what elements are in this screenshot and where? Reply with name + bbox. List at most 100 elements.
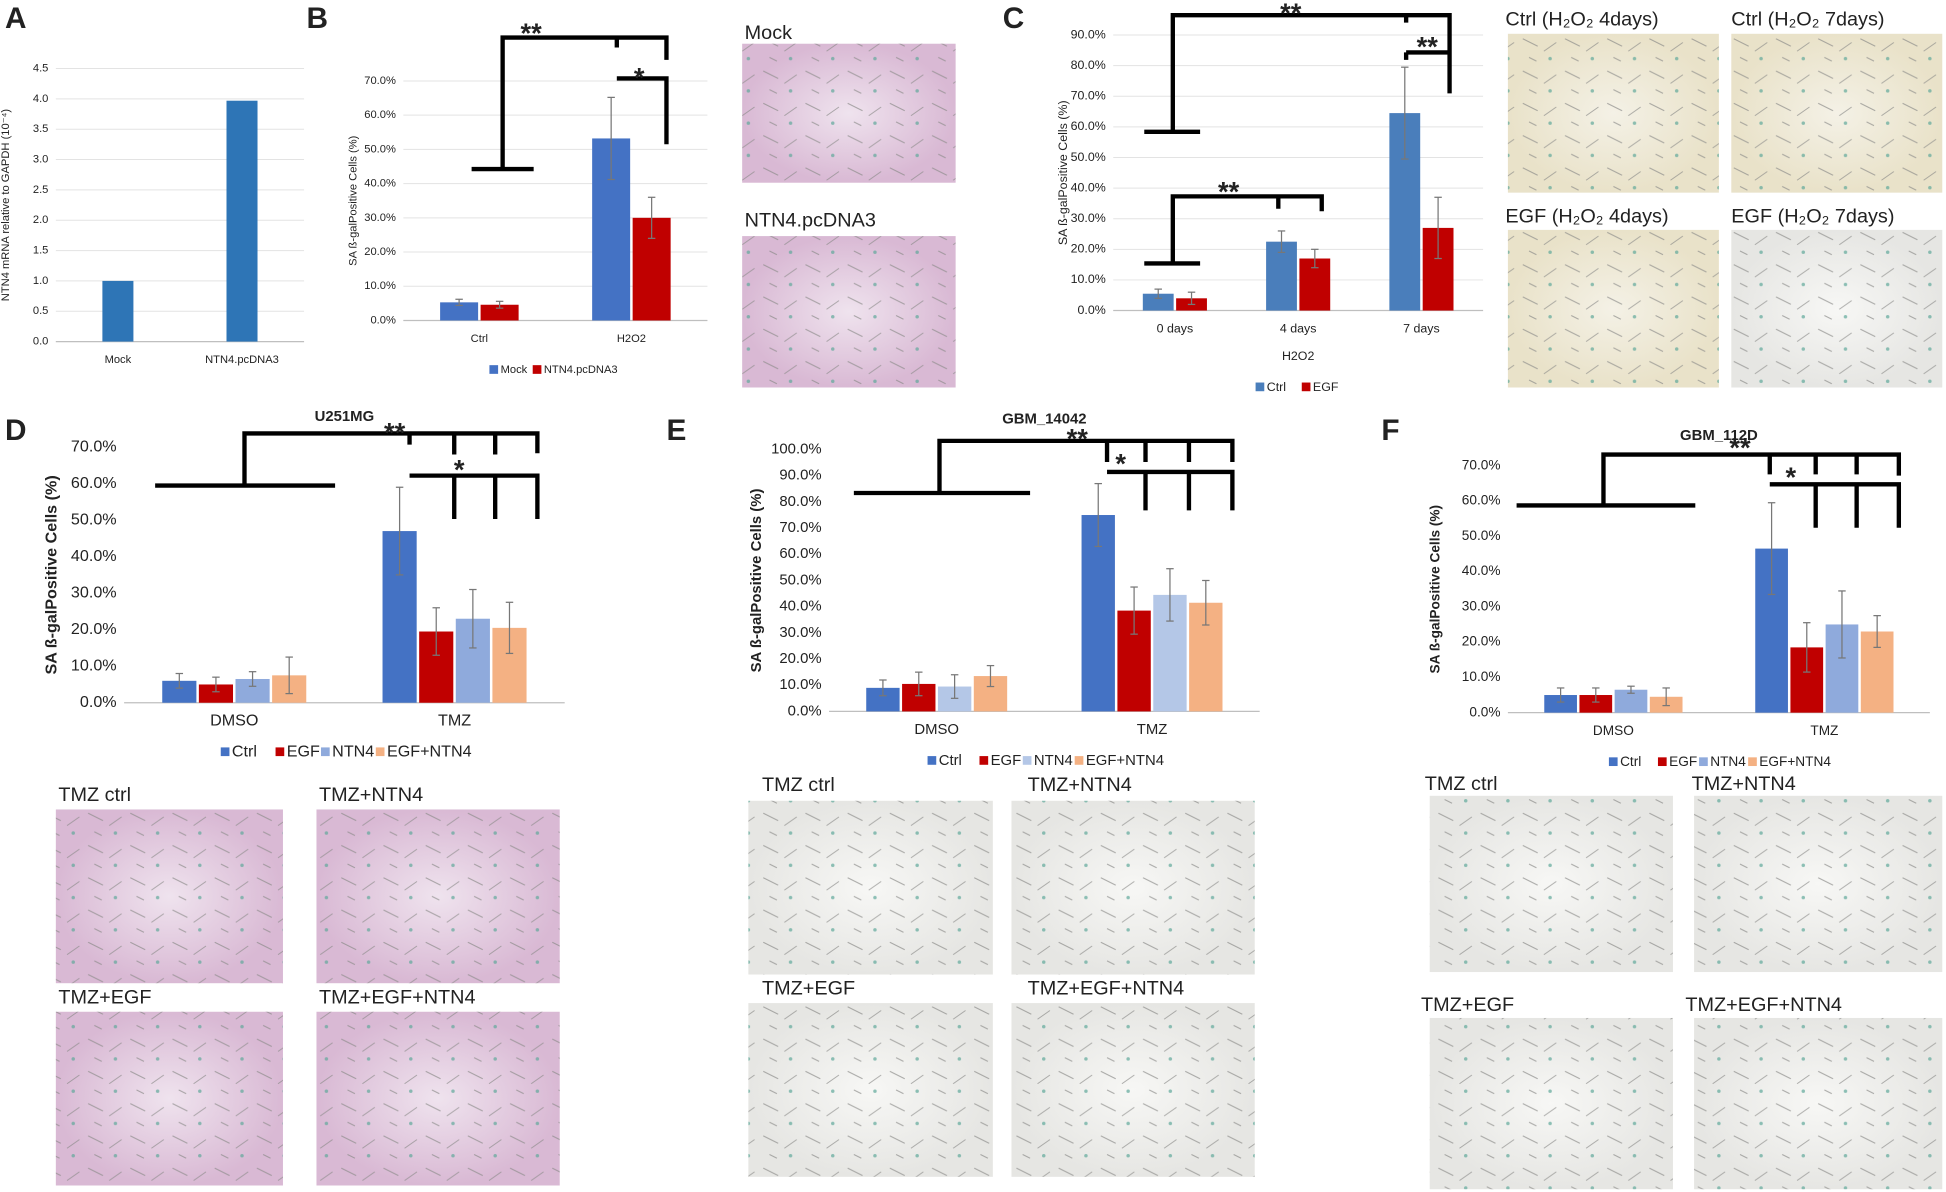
error-bar <box>1434 196 1442 260</box>
y-axis-label: SA ß-galPositive Cells (%) <box>749 489 765 673</box>
micrograph-texture <box>55 809 283 984</box>
error-bar <box>469 588 477 649</box>
image-label: TMZ+NTN4 <box>319 784 423 806</box>
x-tick-label: 4 days <box>1280 321 1317 335</box>
significance-label: ** <box>1729 432 1751 463</box>
legend-label: Mock <box>501 364 528 376</box>
legend-label: NTN4.pcDNA3 <box>544 364 618 376</box>
chart-title: GBM_14042 <box>1002 412 1086 428</box>
bar <box>235 678 270 703</box>
micrograph-texture <box>742 236 956 388</box>
y-tick-label: 4.0 <box>33 93 49 105</box>
y-tick-label: 70.0% <box>779 520 821 536</box>
image-label: TMZ+EGF+NTN4 <box>319 986 476 1008</box>
x-tick-label: NTN4.pcDNA3 <box>205 354 279 366</box>
error-bar <box>432 607 440 656</box>
legend-label: NTN4 <box>1710 754 1746 769</box>
y-tick-label: 0.0% <box>788 703 822 719</box>
legend-swatch <box>927 756 937 765</box>
legend-swatch <box>375 747 385 757</box>
significance-label: ** <box>384 417 406 448</box>
error-bar <box>505 601 514 655</box>
error-bar <box>607 96 615 181</box>
micrograph-texture <box>1694 795 1943 973</box>
error-bar <box>1401 66 1409 160</box>
legend-label: EGF <box>287 743 320 761</box>
y-tick-label: 40.0% <box>1071 180 1106 194</box>
y-tick-label: 60.0% <box>364 109 396 121</box>
image-label: TMZ+EGF <box>1421 994 1514 1016</box>
micrograph-texture <box>1507 33 1719 193</box>
image-label: TMZ ctrl <box>762 774 835 796</box>
error-bar <box>1187 291 1196 306</box>
micrograph-texture <box>1011 1003 1255 1177</box>
y-axis-label: NTN4 mRNA relative to GAPDH (10⁻⁴) <box>0 109 12 302</box>
image-label: EGF (H₂O₂ 7days) <box>1731 206 1894 228</box>
micrograph-texture <box>1731 229 1943 388</box>
y-tick-label: 30.0% <box>71 583 117 601</box>
legend-swatch <box>1301 382 1311 392</box>
error-bar <box>1662 687 1670 707</box>
bar <box>440 302 479 321</box>
y-tick-label: 20.0% <box>779 651 821 667</box>
y-tick-label: 50.0% <box>364 143 396 155</box>
y-axis-label: SA ß-galPositive Cells (%) <box>42 475 60 674</box>
y-tick-label: 60.0% <box>1462 493 1501 508</box>
x-tick-label: DMSO <box>914 722 959 738</box>
micrograph-texture <box>1731 33 1943 193</box>
y-tick-label: 70.0% <box>1462 457 1501 472</box>
y-tick-label: 50.0% <box>779 572 821 588</box>
y-tick-label: 40.0% <box>779 599 821 615</box>
panel-letter: B <box>307 2 328 35</box>
legend-swatch <box>275 747 285 757</box>
micrograph-texture <box>1011 800 1255 975</box>
x-tick-label: TMZ <box>1137 722 1168 738</box>
error-bar <box>212 676 220 693</box>
legend-label: EGF+NTN4 <box>1759 754 1831 769</box>
y-tick-label: 2.5 <box>33 184 49 196</box>
panel-letter: D <box>5 414 27 447</box>
error-bar <box>1627 685 1635 694</box>
y-tick-label: 70.0% <box>71 437 117 455</box>
y-tick-label: 4.5 <box>33 62 49 74</box>
y-axis-label: SA ß-galPositive Cells (%) <box>348 135 360 265</box>
y-tick-label: 0.0% <box>1469 704 1500 719</box>
significance-label: * <box>1115 448 1126 479</box>
bar <box>1081 515 1115 712</box>
y-tick-label: 20.0% <box>71 620 117 638</box>
legend-label: Ctrl <box>232 743 257 761</box>
error-bar <box>248 671 257 687</box>
legend-swatch <box>1657 757 1667 767</box>
error-bar <box>950 674 959 699</box>
y-tick-label: 1.5 <box>33 245 49 257</box>
y-tick-label: 100.0% <box>771 441 821 457</box>
y-tick-label: 10.0% <box>364 280 396 292</box>
y-tick-label: 0.0% <box>80 693 117 711</box>
legend-label: EGF <box>1669 754 1697 769</box>
legend-swatch <box>321 747 330 757</box>
image-label: TMZ+NTN4 <box>1692 773 1796 795</box>
y-tick-label: 30.0% <box>779 625 821 641</box>
y-tick-label: 80.0% <box>1071 58 1106 72</box>
legend-swatch <box>532 365 542 374</box>
significance-label: ** <box>1218 176 1240 207</box>
bar <box>162 680 197 703</box>
y-tick-label: 0.5 <box>33 305 49 317</box>
y-tick-label: 60.0% <box>71 474 117 492</box>
y-axis-label: SA ß-galPositive Cells (%) <box>1056 100 1070 245</box>
significance-bracket <box>471 35 669 172</box>
error-bar <box>1311 248 1319 269</box>
significance-label: * <box>1786 462 1797 493</box>
image-label: EGF (H₂O₂ 4days) <box>1505 206 1668 228</box>
y-tick-label: 3.5 <box>33 123 49 135</box>
legend-swatch <box>1699 757 1708 767</box>
y-axis-label: SA ß-galPositive Cells (%) <box>1428 505 1443 674</box>
significance-label: ** <box>521 17 543 48</box>
error-bar <box>395 486 404 576</box>
y-tick-label: 10.0% <box>71 656 117 674</box>
error-bar <box>1166 568 1174 622</box>
error-bar <box>915 671 923 697</box>
y-tick-label: 40.0% <box>1462 563 1501 578</box>
chart-title: GBM_112D <box>1680 428 1758 444</box>
